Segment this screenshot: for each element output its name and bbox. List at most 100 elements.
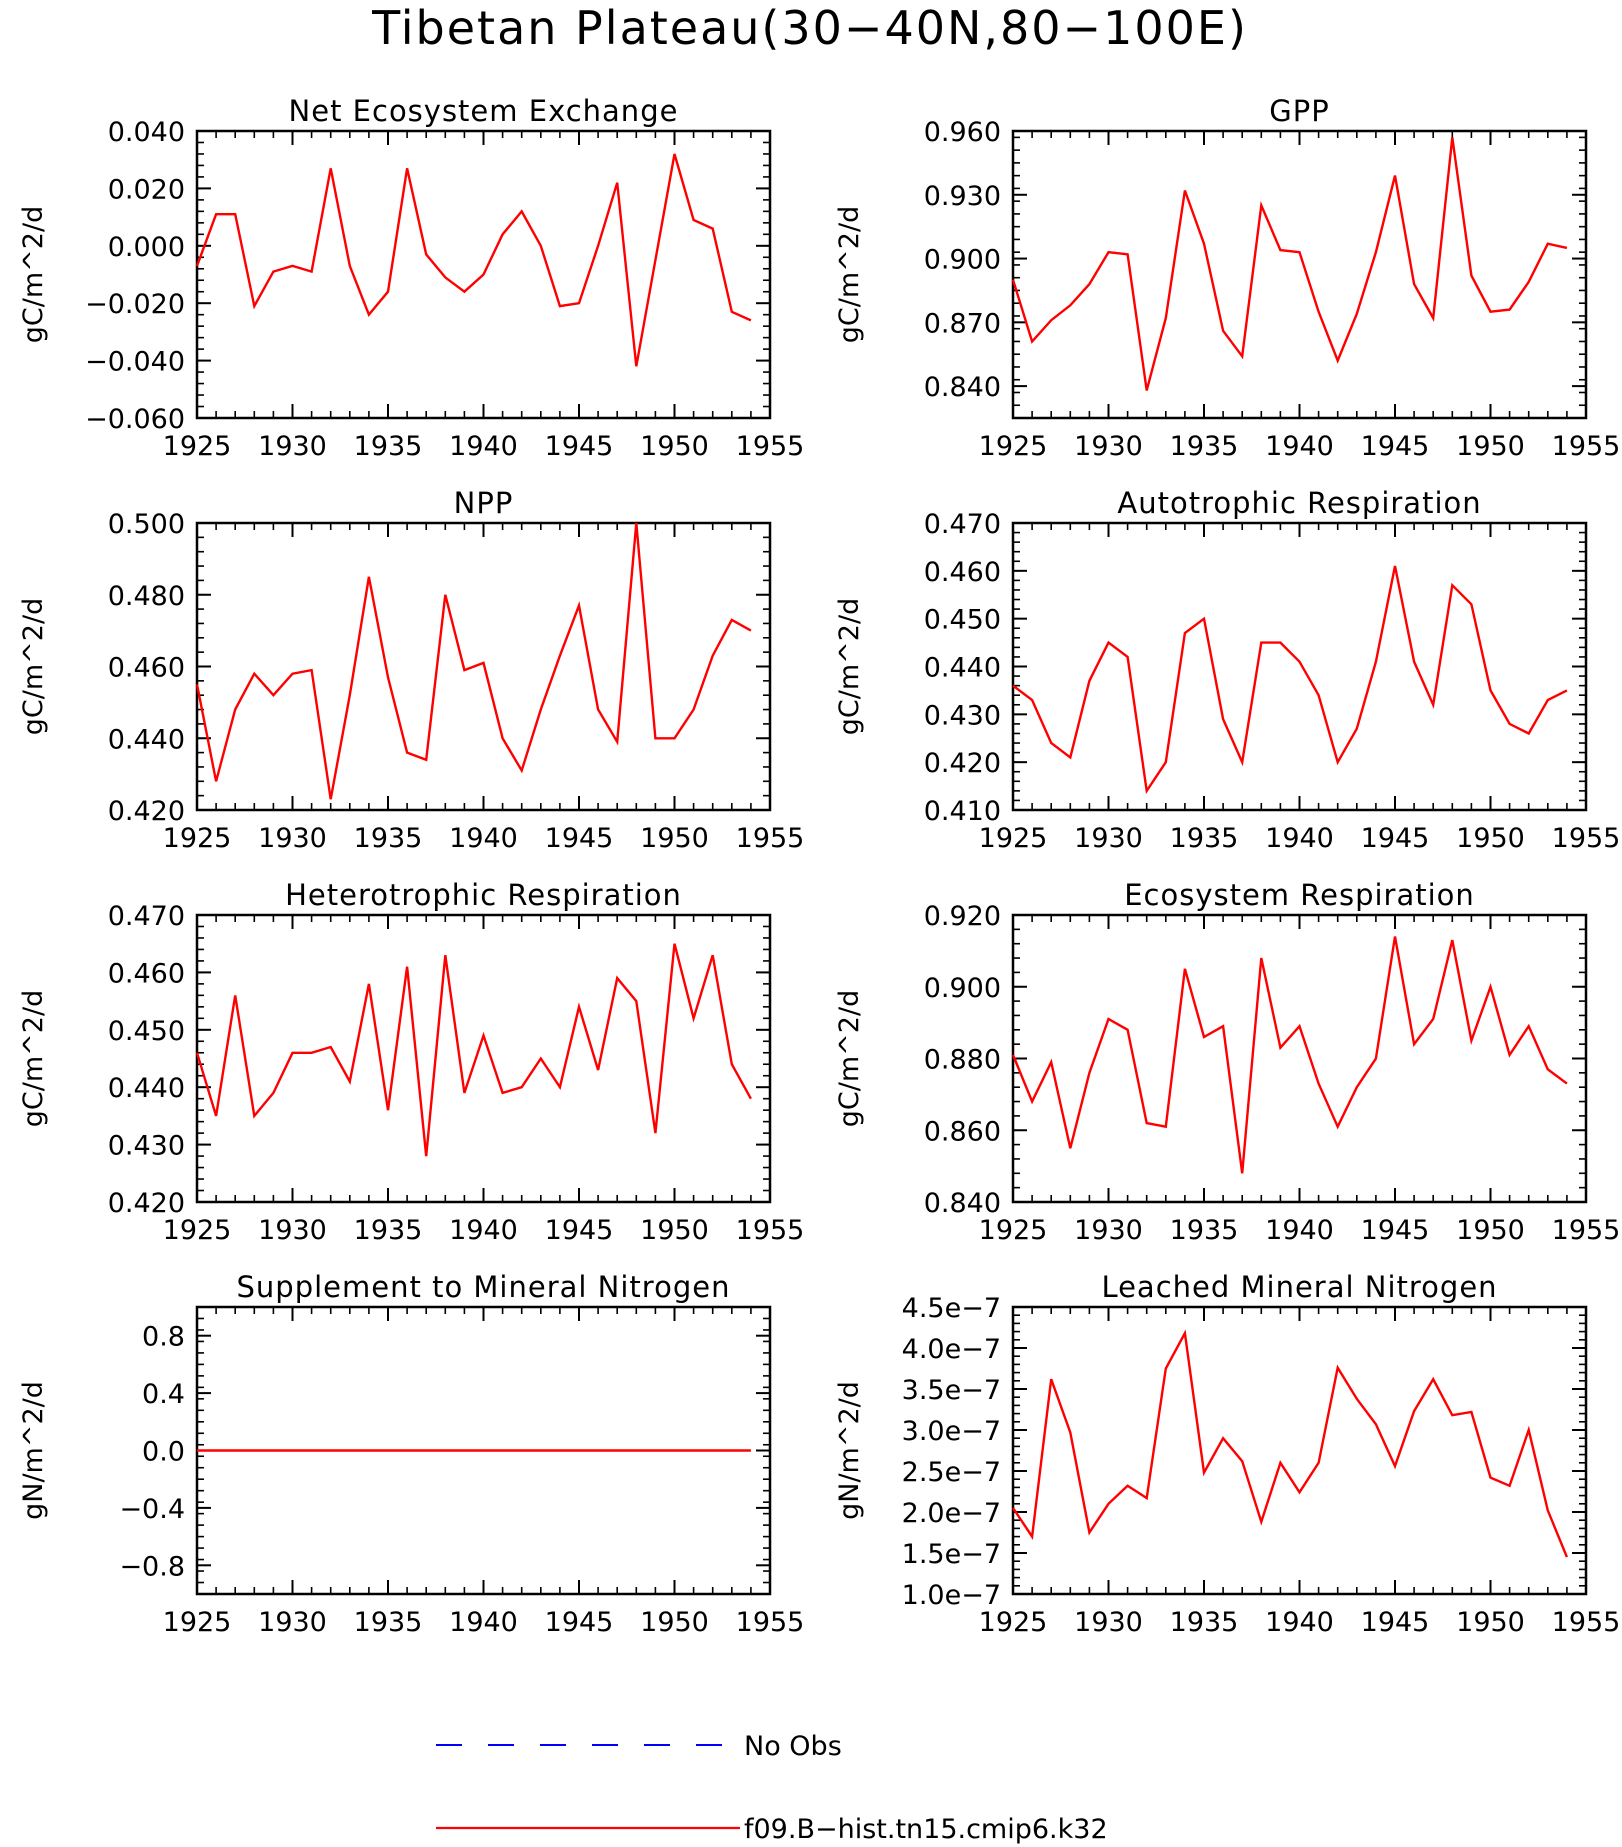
y-tick-label: 0.0 — [142, 1437, 185, 1468]
x-tick-label: 1930 — [258, 1215, 327, 1246]
y-tick-label: 3.0e−7 — [902, 1416, 1001, 1447]
y-axis-label: gC/m^2/d — [834, 206, 865, 343]
panel-title: Autotrophic Respiration — [1117, 486, 1481, 520]
y-tick-label: 0.8 — [142, 1322, 185, 1353]
x-tick-label: 1955 — [1552, 431, 1621, 462]
x-tick-label: 1945 — [1361, 1607, 1430, 1638]
y-tick-label: 0.900 — [924, 245, 1001, 276]
x-tick-label: 1935 — [1170, 823, 1239, 854]
y-tick-label: 2.0e−7 — [902, 1498, 1001, 1529]
plot-frame — [195, 913, 772, 1204]
y-axis-label: gN/m^2/d — [834, 1381, 865, 1520]
legend-label-no-obs: No Obs — [744, 1731, 842, 1762]
x-tick-label: 1950 — [1456, 823, 1525, 854]
series-line — [195, 522, 752, 800]
plot-frame — [1011, 913, 1588, 1204]
x-tick-label: 1955 — [736, 823, 805, 854]
y-tick-label: 0.840 — [924, 372, 1001, 403]
x-tick-label: 1930 — [1074, 431, 1143, 462]
y-tick-label: 0.840 — [924, 1188, 1001, 1219]
x-tick-label: 1955 — [1552, 1607, 1621, 1638]
x-tick-label: 1950 — [1456, 1215, 1525, 1246]
x-tick-label: 1950 — [640, 1607, 709, 1638]
x-tick-label: 1925 — [979, 1607, 1048, 1638]
x-tick-label: 1950 — [640, 1215, 709, 1246]
y-tick-label: −0.8 — [119, 1551, 185, 1582]
y-tick-label: 0.920 — [924, 901, 1001, 932]
chart-panel-8: Leached Mineral Nitrogen gN/m^2/d 1925 1930… — [834, 1270, 1620, 1638]
x-tick-label: 1950 — [1456, 1607, 1525, 1638]
x-tick-label: 1950 — [1456, 431, 1525, 462]
chart-panel-4: Autotrophic Respiration gC/m^2/d 1925 1930 1… — [834, 486, 1620, 854]
x-tick-label: 1940 — [449, 431, 518, 462]
x-tick-label: 1925 — [979, 431, 1048, 462]
y-tick-label: 0.420 — [108, 796, 185, 827]
x-tick-label: 1925 — [163, 823, 232, 854]
chart-panel-2: GPP gC/m^2/d 1925 1930 1935 1940 1945 1950 1955 0… — [834, 94, 1620, 462]
x-tick-label: 1930 — [1074, 823, 1143, 854]
x-tick-label: 1930 — [1074, 1215, 1143, 1246]
series-line — [1012, 1329, 1569, 1558]
x-tick-label: 1935 — [1170, 1215, 1239, 1246]
y-tick-label: 4.0e−7 — [902, 1334, 1001, 1365]
y-tick-label: 0.430 — [924, 700, 1001, 731]
y-tick-label: 0.500 — [108, 509, 185, 540]
y-tick-label: 0.480 — [108, 581, 185, 612]
y-tick-label: 3.5e−7 — [902, 1375, 1001, 1406]
x-tick-label: 1945 — [1361, 1215, 1430, 1246]
x-tick-label: 1925 — [163, 1215, 232, 1246]
panel-title: Leached Mineral Nitrogen — [1101, 1270, 1497, 1304]
panel-title: Supplement to Mineral Nitrogen — [237, 1270, 731, 1304]
x-tick-label: 1955 — [1552, 1215, 1621, 1246]
y-tick-label: 0.870 — [924, 308, 1001, 339]
y-tick-label: 2.5e−7 — [902, 1457, 1001, 1488]
y-tick-label: 0.960 — [924, 117, 1001, 148]
y-axis-label: gC/m^2/d — [834, 990, 865, 1127]
y-tick-label: 0.440 — [108, 724, 185, 755]
x-tick-label: 1940 — [1265, 823, 1334, 854]
plot-frame — [1011, 1305, 1588, 1596]
series-line — [1011, 137, 1568, 391]
y-axis-label: gC/m^2/d — [18, 598, 49, 735]
x-tick-label: 1935 — [354, 1215, 423, 1246]
panels: Net Ecosystem Exchange gC/m^2/d 1925 1930 19… — [18, 94, 1620, 1638]
y-tick-label: −0.020 — [85, 289, 185, 320]
x-tick-label: 1930 — [1074, 1607, 1143, 1638]
x-tick-label: 1945 — [545, 1215, 614, 1246]
x-tick-label: 1935 — [1170, 431, 1239, 462]
plot-frame — [1011, 129, 1588, 420]
x-tick-label: 1955 — [736, 1607, 805, 1638]
x-tick-label: 1935 — [354, 1607, 423, 1638]
x-tick-label: 1925 — [979, 1215, 1048, 1246]
chart-panel-7: Supplement to Mineral Nitrogen gN/m^2/d 19… — [18, 1270, 804, 1638]
x-tick-label: 1925 — [163, 1607, 232, 1638]
y-axis-label: gC/m^2/d — [18, 990, 49, 1127]
x-tick-label: 1945 — [1361, 823, 1430, 854]
figure-title: Tibetan Plateau(30−40N,80−100E) — [371, 1, 1248, 55]
x-tick-label: 1950 — [640, 431, 709, 462]
y-axis-label: gC/m^2/d — [834, 598, 865, 735]
y-axis-label: gC/m^2/d — [18, 206, 49, 343]
y-tick-label: 0.860 — [924, 1116, 1001, 1147]
panel-title: GPP — [1269, 94, 1329, 128]
x-tick-label: 1925 — [163, 431, 232, 462]
x-tick-label: 1945 — [545, 1607, 614, 1638]
y-tick-label: 0.440 — [108, 1073, 185, 1104]
y-tick-label: 0.460 — [108, 958, 185, 989]
y-tick-label: −0.060 — [85, 404, 185, 435]
y-tick-label: 0.4 — [142, 1379, 185, 1410]
x-tick-label: 1935 — [1170, 1607, 1239, 1638]
y-tick-label: 1.5e−7 — [902, 1539, 1001, 1570]
chart-panel-1: Net Ecosystem Exchange gC/m^2/d 1925 1930 19… — [18, 94, 804, 462]
series-line — [1011, 936, 1568, 1174]
legend: No Obs f09.B−hist.tn15.cmip6.k32 — [436, 1731, 1108, 1845]
legend-label-model: f09.B−hist.tn15.cmip6.k32 — [744, 1814, 1108, 1845]
series-line — [195, 943, 752, 1157]
y-tick-label: 4.5e−7 — [902, 1293, 1001, 1324]
y-tick-label: 0.420 — [108, 1188, 185, 1219]
y-tick-label: 0.880 — [924, 1045, 1001, 1076]
y-tick-label: 0.000 — [108, 232, 185, 263]
x-tick-label: 1940 — [449, 1215, 518, 1246]
y-tick-label: −0.040 — [85, 347, 185, 378]
x-tick-label: 1930 — [258, 431, 327, 462]
